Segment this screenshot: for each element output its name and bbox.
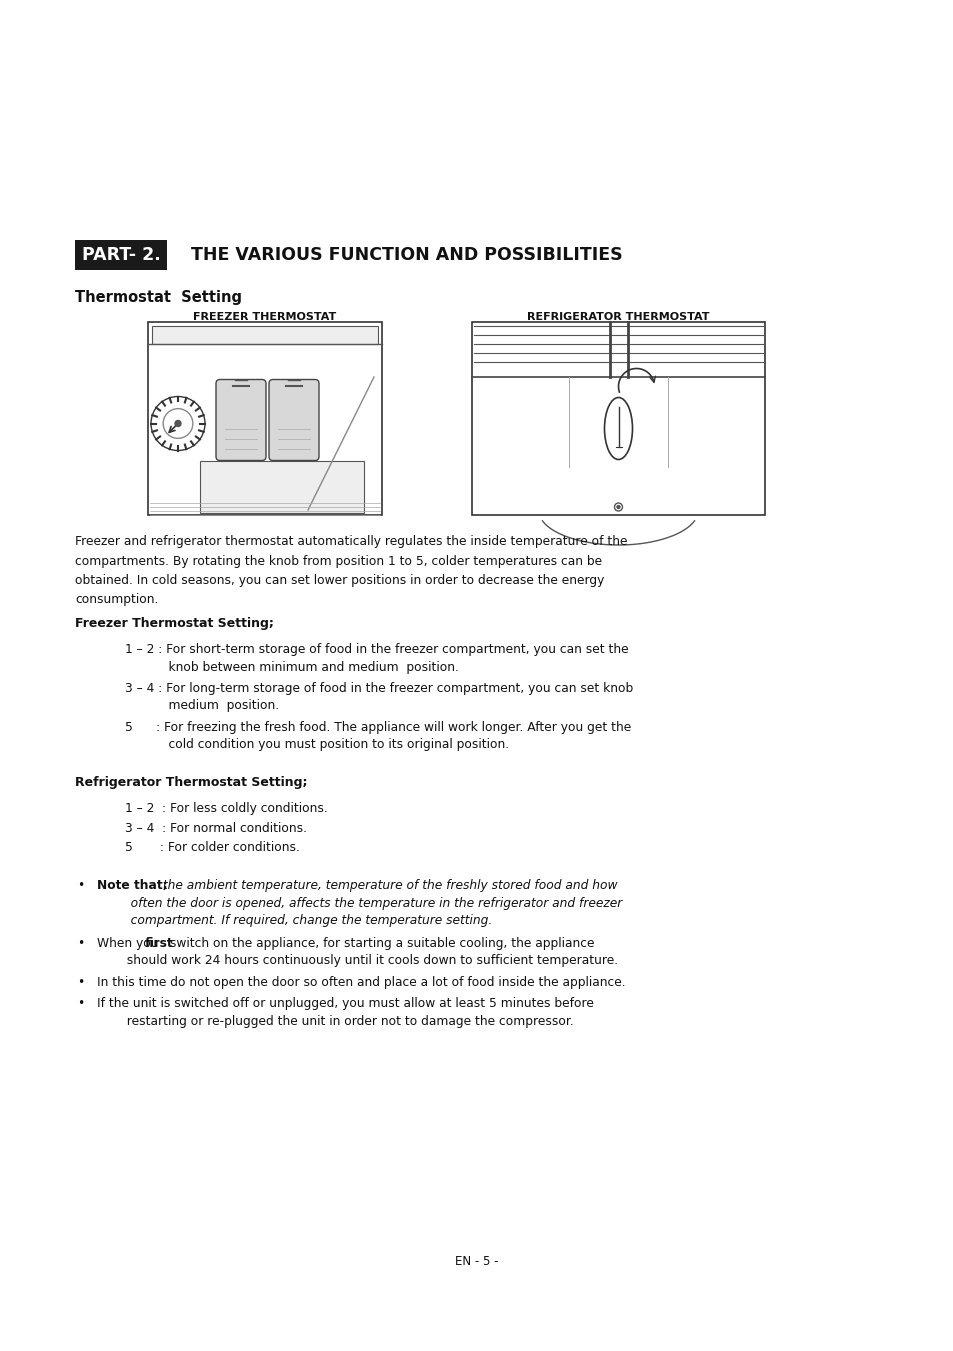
Text: Freezer Thermostat Setting;: Freezer Thermostat Setting; [75,617,274,630]
Text: switch on the appliance, for starting a suitable cooling, the appliance: switch on the appliance, for starting a … [167,936,595,950]
Text: REFRIGERATOR THERMOSTAT: REFRIGERATOR THERMOSTAT [527,312,709,322]
FancyBboxPatch shape [200,461,364,513]
Circle shape [617,505,619,508]
Text: the ambient temperature, temperature of the freshly stored food and how: the ambient temperature, temperature of … [159,880,617,892]
Text: 1 – 2 : For short-term storage of food in the freezer compartment, you can set t: 1 – 2 : For short-term storage of food i… [125,643,628,657]
Text: Refrigerator Thermostat Setting;: Refrigerator Thermostat Setting; [75,775,307,789]
Bar [152,326,377,345]
Text: restarting or re-plugged the unit in order not to damage the compressor.: restarting or re-plugged the unit in ord… [119,1015,573,1028]
Text: THE VARIOUS FUNCTION AND POSSIBILITIES: THE VARIOUS FUNCTION AND POSSIBILITIES [179,246,622,263]
Text: should work 24 hours continuously until it cools down to sufficient temperature.: should work 24 hours continuously until … [119,954,618,967]
Text: EN - 5 -: EN - 5 - [455,1255,498,1269]
Text: compartment. If required, change the temperature setting.: compartment. If required, change the tem… [119,915,492,927]
Text: compartments. By rotating the knob from position 1 to 5, colder temperatures can: compartments. By rotating the knob from … [75,554,601,567]
Text: Thermostat  Setting: Thermostat Setting [75,290,242,305]
Text: •: • [77,975,84,989]
Text: often the door is opened, affects the temperature in the refrigerator and freeze: often the door is opened, affects the te… [119,897,621,909]
Text: first: first [144,936,172,950]
Bar [472,322,764,515]
Text: obtained. In cold seasons, you can set lower positions in order to decrease the : obtained. In cold seasons, you can set l… [75,574,604,586]
Text: •: • [77,880,84,892]
Text: cold condition you must position to its original position.: cold condition you must position to its … [152,739,509,751]
Text: FREEZER THERMOSTAT: FREEZER THERMOSTAT [193,312,336,322]
Text: medium  position.: medium position. [152,700,279,712]
Text: 1 – 2  : For less coldly conditions.: 1 – 2 : For less coldly conditions. [125,802,328,815]
Text: consumption.: consumption. [75,593,158,607]
FancyBboxPatch shape [269,380,318,461]
Text: •: • [77,997,84,1011]
Bar [148,322,381,515]
Text: •: • [77,936,84,950]
Text: 3 – 4  : For normal conditions.: 3 – 4 : For normal conditions. [125,821,307,835]
Text: knob between minimum and medium  position.: knob between minimum and medium position… [152,661,458,674]
Bar [75,240,167,270]
Circle shape [174,420,181,427]
Text: 5      : For freezing the fresh food. The appliance will work longer. After you : 5 : For freezing the fresh food. The app… [125,721,631,734]
Text: If the unit is switched off or unplugged, you must allow at least 5 minutes befo: If the unit is switched off or unplugged… [97,997,594,1011]
FancyBboxPatch shape [215,380,266,461]
Text: PART- 2.: PART- 2. [82,246,160,263]
Text: In this time do not open the door so often and place a lot of food inside the ap: In this time do not open the door so oft… [97,975,625,989]
Text: 5       : For colder conditions.: 5 : For colder conditions. [125,842,299,854]
Text: Note that;: Note that; [97,880,168,892]
Text: When you: When you [97,936,162,950]
Text: 3 – 4 : For long-term storage of food in the freezer compartment, you can set kn: 3 – 4 : For long-term storage of food in… [125,682,633,694]
Text: Freezer and refrigerator thermostat automatically regulates the inside temperatu: Freezer and refrigerator thermostat auto… [75,535,627,549]
